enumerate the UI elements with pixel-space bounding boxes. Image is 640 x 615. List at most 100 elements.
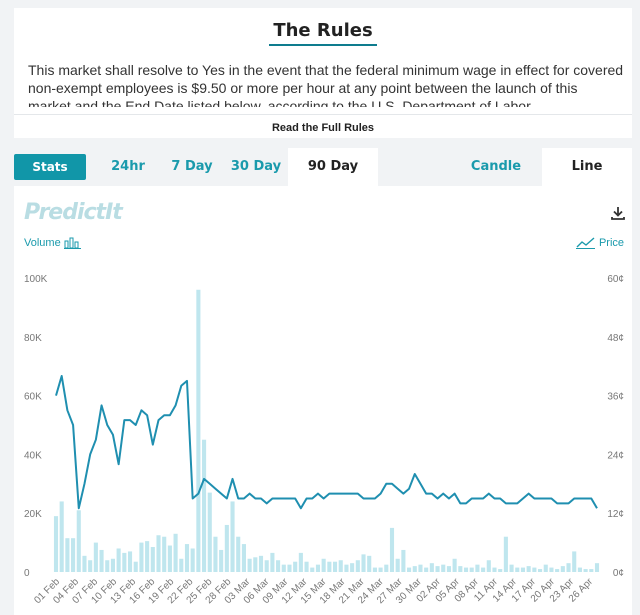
volume-bar [76,510,81,572]
volume-bar [71,538,76,572]
volume-bar [515,567,520,572]
volume-bar [481,567,486,572]
rules-text: This market shall resolve to Yes in the … [28,62,624,107]
volume-bar [304,561,309,572]
volume-bar [503,536,508,572]
volume-legend[interactable]: Volume [24,237,82,250]
volume-bar [315,564,321,572]
volume-bar [549,567,554,572]
volume-bar [122,552,127,572]
price-axis-tick: 48¢ [607,333,624,344]
volume-bar [543,564,548,572]
volume-bar [293,561,298,572]
volume-bar [441,564,446,572]
volume-bar [190,548,195,572]
volume-bar [538,569,543,572]
volume-bar [452,558,457,572]
volume-bar [344,564,349,572]
volume-bar [555,569,560,572]
price-line-icon [575,237,595,250]
price-legend-label: Price [598,237,624,249]
volume-bar [116,548,121,572]
price-line [55,375,598,510]
price-legend[interactable]: Price [575,237,624,250]
volume-bar [350,563,355,572]
volume-bar [127,551,133,572]
volume-bar [594,563,600,572]
volume-bar [264,560,269,572]
volume-bar [378,567,383,572]
volume-bar [583,569,588,572]
volume-bar [196,289,201,572]
volume-bar [355,560,360,572]
volume-bar [560,566,565,572]
volume-bar [65,538,70,572]
volume-bar [281,564,286,572]
tab-24hr[interactable]: 24hr [111,159,145,174]
tab-candle[interactable]: Candle [470,159,522,174]
volume-bar [207,492,212,572]
price-axis-tick: 12¢ [607,509,624,520]
volume-bar [327,561,332,572]
volume-bar [458,566,463,572]
price-axis-tick: 60¢ [607,274,624,285]
volume-bar [389,527,395,572]
tab-30-day[interactable]: 30 Day [230,159,282,174]
tab-line[interactable]: Line [542,148,632,186]
volume-bar [88,560,93,572]
volume-bar [173,533,178,572]
volume-bar [532,567,537,572]
volume-bar [572,551,577,572]
volume-bar [213,536,218,572]
volume-bar [59,501,64,572]
volume-bar [401,549,406,572]
volume-bar [110,558,115,572]
volume-bar [492,567,497,572]
volume-bar [167,545,172,572]
volume-axis-tick: 80K [24,333,42,344]
volume-axis-tick: 40K [24,450,42,461]
volume-axis-tick: 60K [24,392,42,403]
volume-bar [298,552,303,572]
volume-bar [486,560,491,572]
volume-bar [310,567,315,572]
volume-bar [219,549,224,572]
volume-bar [526,566,531,572]
chart-tabs-bar: Stats 24hr 7 Day 30 Day 90 Day Candle Li… [14,148,632,186]
volume-bars-icon [63,237,81,250]
rules-card: The Rules This market shall resolve to Y… [14,8,632,138]
volume-bar [145,541,150,572]
rules-divider [14,114,632,115]
volume-bar [469,567,474,572]
stats-button[interactable]: Stats [14,154,86,180]
price-axis-tick: 36¢ [607,392,624,403]
volume-bar [184,544,190,572]
volume-bar [372,567,377,572]
volume-bar [509,564,514,572]
volume-bar [133,561,138,572]
volume-bar [424,567,429,572]
volume-bar [247,558,252,572]
volume-bar [82,555,87,572]
rules-title: The Rules [14,20,632,46]
volume-bar [446,566,451,572]
volume-axis-tick: 0 [24,568,30,579]
volume-bar [53,516,59,572]
volume-bar [258,555,264,572]
volume-bar [407,567,412,572]
volume-bar [270,552,275,572]
download-icon[interactable] [610,205,626,221]
tab-7-day[interactable]: 7 Day [171,159,213,174]
volume-bar [150,547,155,572]
volume-bar [99,549,104,572]
read-full-rules-link[interactable]: Read the Full Rules [271,122,375,134]
volume-bar [338,560,343,572]
tab-90-day[interactable]: 90 Day [288,148,378,186]
volume-bar [139,542,144,572]
volume-bar [498,569,503,572]
volume-bar [429,563,434,572]
volume-bar [230,501,235,572]
volume-bar [224,524,229,572]
price-axis-tick: 24¢ [607,450,624,461]
volume-bar [276,560,281,572]
